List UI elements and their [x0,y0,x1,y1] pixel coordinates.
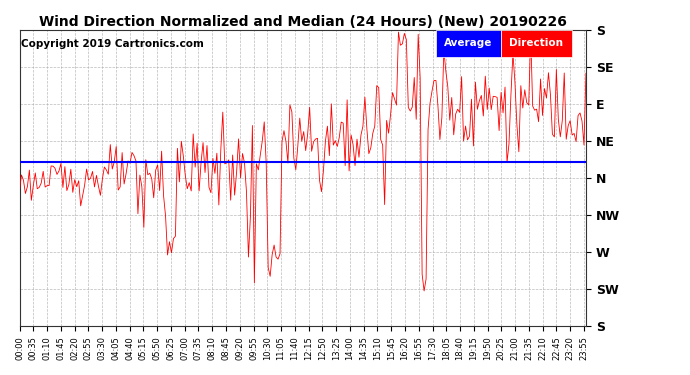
FancyBboxPatch shape [436,30,501,57]
Title: Wind Direction Normalized and Median (24 Hours) (New) 20190226: Wind Direction Normalized and Median (24… [39,15,566,29]
FancyBboxPatch shape [501,30,572,57]
Text: Average: Average [444,39,493,48]
Text: Copyright 2019 Cartronics.com: Copyright 2019 Cartronics.com [21,39,204,49]
Text: Direction: Direction [509,39,564,48]
